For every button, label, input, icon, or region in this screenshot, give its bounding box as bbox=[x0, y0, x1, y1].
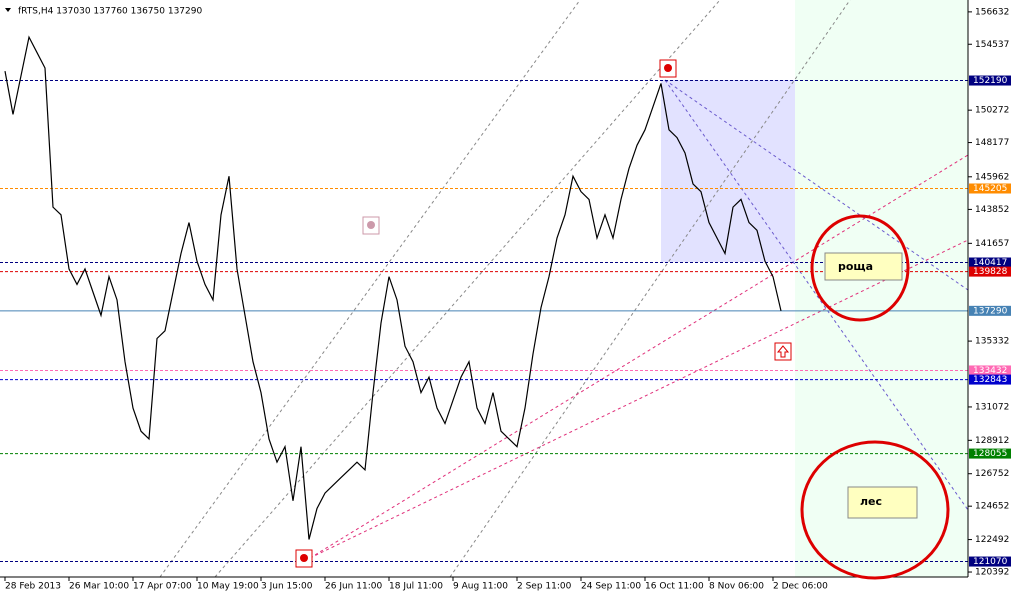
axis-labels: 156632 154537 150272 148177 145962 143852 1416… bbox=[4, 7, 1011, 592]
signal-icon-dot bbox=[367, 221, 375, 229]
range-box bbox=[661, 80, 795, 262]
note: лес bbox=[860, 495, 882, 508]
channel-line bbox=[159, 0, 581, 578]
chart-title: fRTS,H4 137030 137760 136750 137290 bbox=[18, 7, 202, 17]
note-box bbox=[824, 252, 903, 281]
level-label-box bbox=[969, 266, 1011, 277]
y-tick-label: 120392 bbox=[975, 568, 1009, 578]
x-tick-label: 8 Nov 06:00 bbox=[709, 582, 764, 592]
level-label-box bbox=[969, 448, 1011, 459]
y-tick-label: 135332 bbox=[975, 337, 1009, 347]
x-tick-label: 26 Jun 11:00 bbox=[325, 582, 382, 592]
highlight-circle bbox=[800, 440, 950, 580]
x-tick-label: 3 Jun 15:00 bbox=[261, 582, 313, 592]
highlight-circle bbox=[810, 214, 910, 322]
note-box bbox=[847, 486, 918, 519]
trend-lines bbox=[159, 0, 969, 578]
x-tick-label: 26 Mar 10:00 bbox=[69, 582, 129, 592]
y-tick-label: 124652 bbox=[975, 502, 1009, 512]
level-label-box bbox=[969, 75, 1011, 86]
y-tick-label: 128912 bbox=[975, 436, 1009, 446]
level-label: 152190 bbox=[973, 76, 1008, 86]
x-tick-label: 28 Feb 2013 bbox=[5, 582, 61, 592]
y-tick-label: 150272 bbox=[975, 106, 1009, 116]
price-line bbox=[4, 35, 782, 540]
levels bbox=[0, 80, 968, 563]
signal-icon-dot bbox=[300, 554, 308, 562]
level-label: 139828 bbox=[973, 267, 1008, 277]
level-label: 132843 bbox=[973, 375, 1007, 385]
y-tick-label: 145962 bbox=[975, 172, 1009, 182]
level-label: 145205 bbox=[973, 184, 1007, 194]
fan-line bbox=[309, 154, 969, 559]
y-tick-label: 154537 bbox=[975, 40, 1009, 50]
level-label-box bbox=[969, 257, 1011, 268]
fan-line bbox=[309, 239, 969, 559]
signal-icon-dot bbox=[664, 64, 672, 72]
y-tick-label: 141657 bbox=[975, 239, 1009, 249]
level-label-box bbox=[969, 183, 1011, 194]
plot bbox=[4, 35, 782, 540]
channel-line bbox=[214, 0, 721, 578]
menu-arrow bbox=[5, 8, 11, 12]
x-tick-label: 2 Dec 06:00 bbox=[773, 582, 828, 592]
y-tick-label: 143852 bbox=[975, 205, 1009, 215]
fan-line bbox=[664, 79, 969, 291]
level-label-box bbox=[969, 365, 1011, 376]
x-tick-label: 16 Oct 11:00 bbox=[645, 582, 704, 592]
level-label: 133432 bbox=[973, 366, 1007, 376]
level-label: 137290 bbox=[973, 306, 1008, 316]
y-tick-label: 126752 bbox=[975, 469, 1009, 479]
future-zone bbox=[795, 0, 968, 577]
level-label-box bbox=[969, 374, 1011, 385]
level-label: 140417 bbox=[973, 258, 1007, 268]
fan-line bbox=[664, 79, 969, 511]
level-label-box bbox=[969, 305, 1011, 316]
arrow-up bbox=[776, 345, 790, 358]
y-tick-label: 148177 bbox=[975, 138, 1009, 148]
x-tick-label: 9 Aug 11:00 bbox=[453, 582, 508, 592]
y-tick-label: 122492 bbox=[975, 535, 1009, 545]
level-label-box bbox=[969, 556, 1011, 567]
level-label: 128055 bbox=[973, 449, 1007, 459]
x-tick-label: 18 Jul 11:00 bbox=[389, 582, 443, 592]
x-tick-label: 10 May 19:00 bbox=[197, 582, 259, 592]
note: роща bbox=[838, 260, 873, 273]
y-tick-label: 156632 bbox=[975, 7, 1009, 17]
x-tick-label: 2 Sep 11:00 bbox=[517, 582, 572, 592]
x-tick-label: 24 Sep 11:00 bbox=[581, 582, 641, 592]
y-tick-label: 131072 bbox=[975, 402, 1009, 412]
x-tick-label: 17 Apr 07:00 bbox=[133, 582, 192, 592]
icons bbox=[295, 59, 792, 568]
level-label: 121070 bbox=[973, 557, 1008, 567]
